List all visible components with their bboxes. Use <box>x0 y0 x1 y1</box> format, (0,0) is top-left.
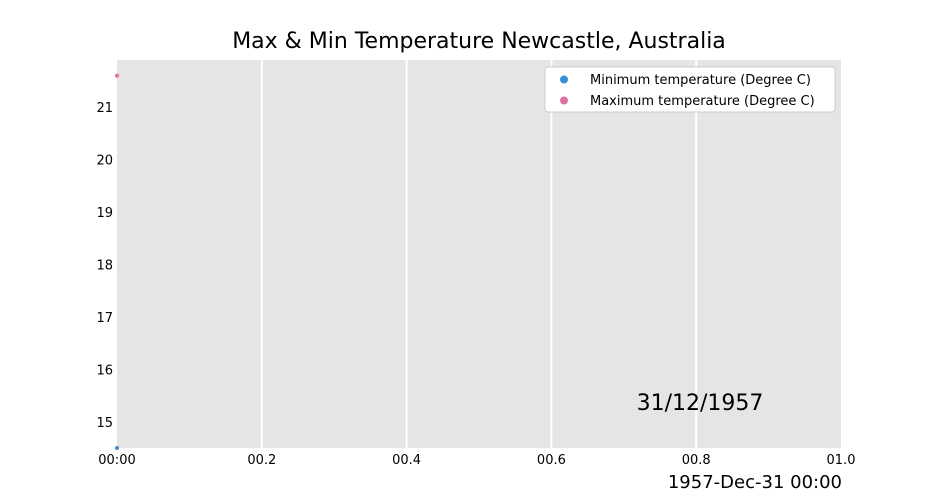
y-tick-label: 20 <box>96 154 113 169</box>
x-tick-label: 00.4 <box>392 453 421 468</box>
legend-label-min: Minimum temperature (Degree C) <box>590 73 811 88</box>
y-tick-label: 18 <box>96 258 113 273</box>
x-tick-label: 00:00 <box>98 453 135 468</box>
min-temp-point <box>115 446 119 450</box>
legend-marker-max <box>560 96 568 105</box>
legend-label-max: Maximum temperature (Degree C) <box>590 94 815 109</box>
x-tick-label: 00.8 <box>682 453 711 468</box>
x-tick-label: 00.2 <box>247 453 276 468</box>
legend-marker-min <box>560 75 568 84</box>
y-tick-label: 16 <box>96 363 113 378</box>
x-tick-label: 01.0 <box>827 453 856 468</box>
grid-lines <box>260 60 698 448</box>
data-points <box>115 73 119 450</box>
plot-area <box>117 60 841 448</box>
y-tick-label: 15 <box>96 416 113 431</box>
date-annotation: 31/12/1957 <box>637 391 764 416</box>
x-axis-tick-labels: 00:00 00.2 00.4 00.6 00.8 01.0 <box>98 453 855 468</box>
x-tick-label: 00.6 <box>537 453 566 468</box>
max-temp-point <box>115 73 119 78</box>
footer-timestamp: 1957-Dec-31 00:00 <box>668 472 842 493</box>
y-axis-tick-labels: 15 16 17 18 19 20 21 <box>96 101 113 431</box>
y-tick-label: 19 <box>96 206 113 221</box>
legend-box <box>544 66 836 113</box>
chart-title: Max & Min Temperature Newcastle, Austral… <box>232 29 726 54</box>
legend: Minimum temperature (Degree C) Maximum t… <box>544 66 836 113</box>
y-tick-label: 17 <box>96 311 113 326</box>
y-tick-label: 21 <box>96 101 113 116</box>
